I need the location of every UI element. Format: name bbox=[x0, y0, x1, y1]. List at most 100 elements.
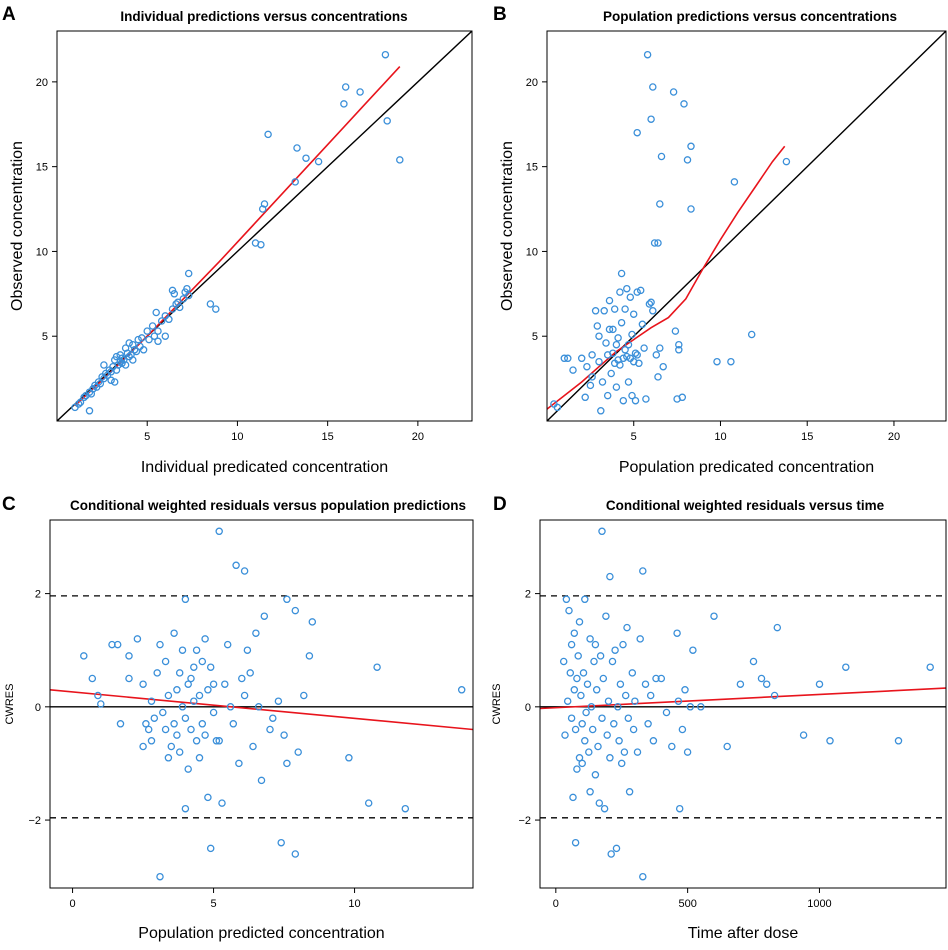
data-point bbox=[212, 737, 221, 745]
data-point bbox=[574, 652, 582, 660]
plot-area bbox=[50, 527, 473, 881]
data-point bbox=[150, 332, 159, 340]
plot-frame bbox=[546, 30, 947, 422]
data-point bbox=[187, 674, 195, 683]
data-point bbox=[636, 286, 645, 295]
data-point bbox=[652, 674, 660, 683]
x-axis-label: Time after dose bbox=[688, 925, 799, 942]
data-point bbox=[592, 686, 601, 694]
data-point bbox=[571, 725, 580, 734]
data-point bbox=[673, 629, 681, 637]
data-point bbox=[581, 737, 589, 745]
data-point bbox=[154, 327, 162, 335]
y-tick-label: 5 bbox=[42, 331, 48, 343]
data-point bbox=[607, 850, 615, 858]
data-point bbox=[266, 725, 274, 734]
data-point bbox=[617, 759, 626, 768]
data-point bbox=[201, 635, 209, 643]
data-point bbox=[678, 393, 687, 402]
data-point bbox=[593, 322, 602, 330]
data-point bbox=[620, 748, 629, 756]
data-point bbox=[396, 156, 404, 164]
y-tick-label: 10 bbox=[36, 246, 48, 258]
data-point bbox=[647, 298, 655, 307]
data-point bbox=[184, 269, 193, 278]
x-tick-label: 20 bbox=[412, 431, 424, 443]
data-point bbox=[588, 373, 596, 381]
data-point bbox=[680, 100, 688, 108]
data-point bbox=[647, 115, 655, 123]
data-point bbox=[206, 844, 215, 853]
data-point bbox=[294, 748, 302, 756]
data-point bbox=[564, 354, 572, 363]
data-point bbox=[773, 623, 782, 632]
data-point bbox=[560, 354, 569, 363]
data-point bbox=[687, 205, 695, 213]
data-point bbox=[581, 595, 589, 604]
data-point bbox=[204, 793, 212, 802]
data-point bbox=[175, 303, 184, 312]
data-point bbox=[659, 362, 667, 371]
data-point bbox=[650, 239, 659, 247]
data-point bbox=[586, 788, 594, 796]
data-point bbox=[308, 618, 317, 626]
data-point bbox=[710, 612, 718, 620]
data-point bbox=[209, 708, 218, 717]
data-point bbox=[167, 742, 176, 751]
data-point bbox=[757, 674, 766, 683]
data-point bbox=[206, 663, 215, 671]
data-point bbox=[178, 703, 187, 711]
x-axis-label: Individual predicated concentration bbox=[141, 459, 388, 476]
data-point bbox=[142, 720, 150, 728]
data-point bbox=[628, 669, 637, 677]
data-point bbox=[671, 327, 680, 335]
data-point bbox=[173, 731, 181, 739]
data-point bbox=[565, 606, 573, 615]
data-point bbox=[638, 320, 647, 329]
data-point bbox=[668, 742, 676, 751]
data-point bbox=[603, 391, 612, 400]
panel-letter: B bbox=[493, 4, 507, 25]
data-point bbox=[614, 334, 622, 342]
data-point bbox=[562, 595, 571, 604]
data-point bbox=[579, 669, 588, 677]
data-point bbox=[116, 720, 125, 728]
x-tick-label: 0 bbox=[553, 898, 559, 910]
data-point bbox=[559, 657, 568, 666]
data-point bbox=[616, 680, 625, 688]
x-tick-label: 5 bbox=[144, 431, 150, 443]
data-point bbox=[594, 742, 602, 751]
data-point bbox=[815, 680, 824, 688]
data-point bbox=[80, 652, 88, 660]
panel-letter: D bbox=[493, 494, 507, 515]
smooth-line bbox=[50, 689, 473, 731]
x-tick-label: 20 bbox=[888, 431, 900, 443]
data-point bbox=[619, 396, 628, 405]
data-point bbox=[178, 646, 187, 654]
data-point bbox=[573, 674, 581, 683]
data-point bbox=[674, 697, 683, 705]
data-point bbox=[80, 393, 88, 402]
data-point bbox=[608, 657, 617, 666]
x-tick-label: 15 bbox=[322, 431, 334, 443]
data-point bbox=[612, 844, 621, 853]
data-point bbox=[623, 284, 631, 293]
data-point bbox=[238, 674, 246, 683]
data-point bbox=[611, 646, 619, 654]
data-point bbox=[612, 340, 621, 349]
data-point bbox=[291, 178, 299, 186]
data-point bbox=[129, 356, 137, 364]
data-point bbox=[686, 703, 695, 711]
plot-area bbox=[57, 31, 472, 421]
data-point bbox=[76, 398, 85, 407]
y-tick-label: 20 bbox=[526, 77, 538, 89]
data-point bbox=[639, 872, 647, 881]
data-point bbox=[654, 239, 662, 247]
data-point bbox=[254, 703, 263, 711]
data-point bbox=[649, 307, 657, 315]
data-point bbox=[165, 315, 173, 324]
data-point bbox=[596, 652, 605, 660]
data-point bbox=[641, 680, 650, 688]
data-point bbox=[624, 714, 633, 722]
data-point bbox=[631, 349, 640, 357]
